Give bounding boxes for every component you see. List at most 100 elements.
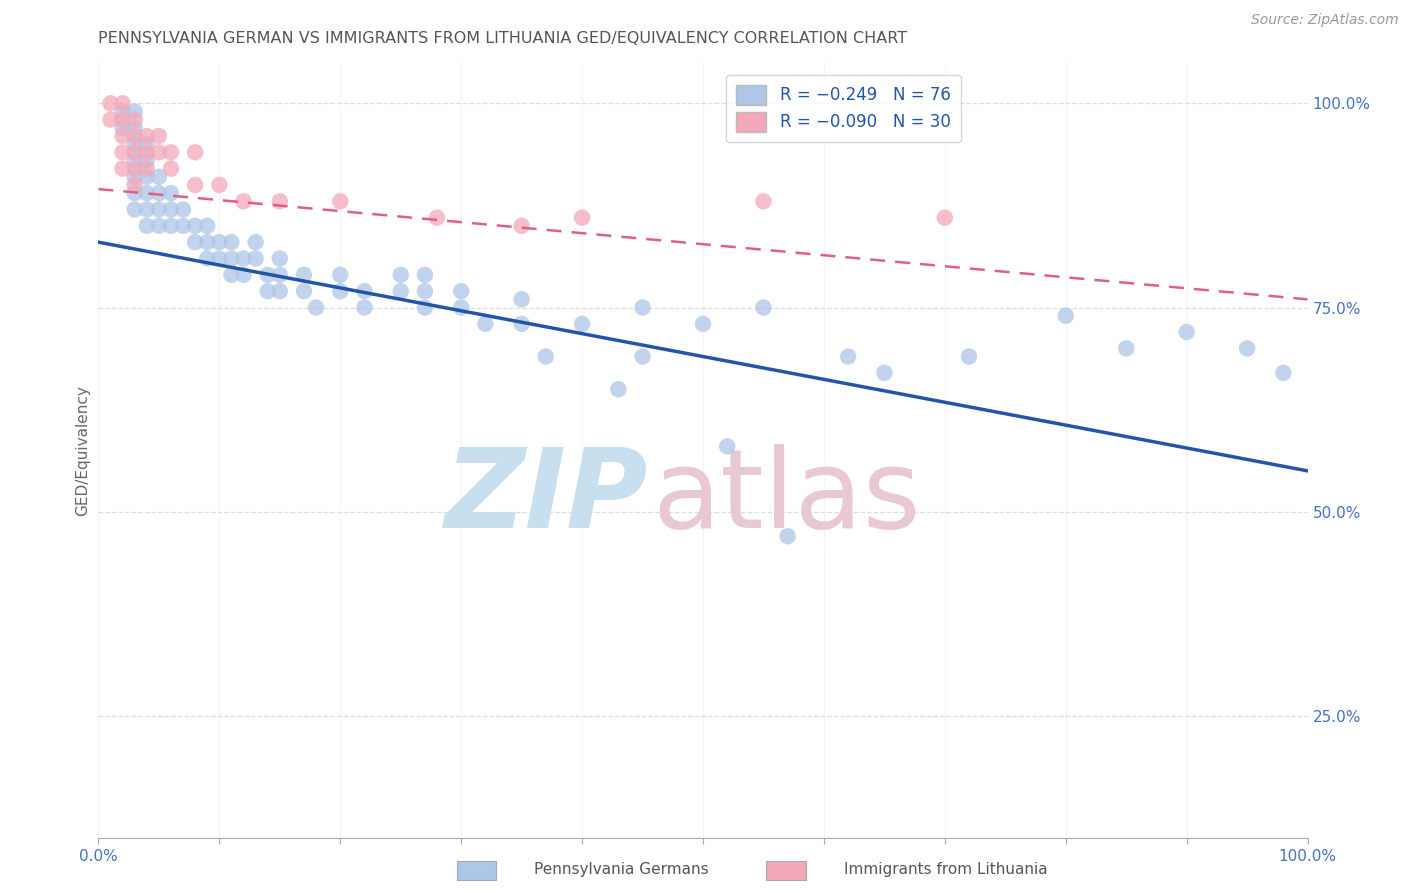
Point [111, 104, 134, 119]
Point [957, 350, 980, 364]
Point [269, 252, 291, 266]
Point [269, 194, 291, 209]
Point [124, 186, 146, 201]
Point [837, 350, 859, 364]
Point [245, 235, 267, 249]
Point [184, 219, 207, 233]
Point [776, 529, 799, 543]
Point [1054, 309, 1077, 323]
Point [305, 301, 328, 315]
Point [534, 350, 557, 364]
Point [292, 284, 315, 298]
Point [135, 202, 157, 217]
Point [450, 284, 472, 298]
Point [100, 112, 122, 127]
Point [124, 120, 146, 135]
Point [195, 235, 218, 249]
Point [232, 194, 254, 209]
Point [450, 301, 472, 315]
Point [111, 112, 134, 127]
Point [124, 104, 146, 119]
Point [221, 268, 243, 282]
Point [148, 128, 170, 143]
Text: Immigrants from Lithuania: Immigrants from Lithuania [844, 863, 1047, 877]
Point [752, 194, 775, 209]
Point [1272, 366, 1295, 380]
Point [571, 211, 593, 225]
Point [329, 268, 352, 282]
Point [752, 301, 775, 315]
Point [208, 178, 231, 192]
Point [631, 301, 654, 315]
Point [571, 317, 593, 331]
Point [111, 120, 134, 135]
Point [111, 96, 134, 111]
Point [716, 439, 738, 453]
Point [353, 301, 375, 315]
Point [124, 145, 146, 160]
Point [607, 382, 630, 396]
Text: atlas: atlas [652, 443, 921, 550]
Point [195, 219, 218, 233]
Point [510, 219, 533, 233]
Point [256, 268, 278, 282]
Point [148, 219, 170, 233]
Point [474, 317, 496, 331]
Point [232, 252, 254, 266]
Point [160, 145, 183, 160]
Point [256, 284, 278, 298]
Point [221, 252, 243, 266]
Point [111, 145, 134, 160]
Point [934, 211, 956, 225]
Point [135, 145, 157, 160]
Point [184, 178, 207, 192]
Point [124, 137, 146, 152]
Point [124, 202, 146, 217]
Point [292, 268, 315, 282]
Point [208, 252, 231, 266]
Point [148, 145, 170, 160]
Point [353, 284, 375, 298]
Point [135, 161, 157, 176]
Point [692, 317, 714, 331]
Text: ZIP: ZIP [446, 443, 648, 550]
Point [172, 219, 194, 233]
Legend: R = −0.249   N = 76, R = −0.090   N = 30: R = −0.249 N = 76, R = −0.090 N = 30 [727, 75, 960, 142]
Point [160, 219, 183, 233]
Point [510, 293, 533, 307]
Point [413, 301, 436, 315]
Text: Pennsylvania Germans: Pennsylvania Germans [534, 863, 709, 877]
Point [124, 153, 146, 168]
Point [184, 145, 207, 160]
Point [135, 153, 157, 168]
Point [221, 235, 243, 249]
Point [413, 268, 436, 282]
Point [135, 137, 157, 152]
Point [208, 235, 231, 249]
Point [148, 169, 170, 184]
Point [100, 96, 122, 111]
Point [148, 202, 170, 217]
Point [124, 128, 146, 143]
Y-axis label: GED/Equivalency: GED/Equivalency [75, 385, 90, 516]
Point [413, 284, 436, 298]
Point [232, 268, 254, 282]
Point [124, 112, 146, 127]
Point [245, 252, 267, 266]
Point [389, 268, 412, 282]
Point [184, 235, 207, 249]
Point [135, 186, 157, 201]
Point [426, 211, 449, 225]
Point [148, 186, 170, 201]
Point [160, 186, 183, 201]
Point [1236, 342, 1258, 356]
Point [631, 350, 654, 364]
Point [510, 317, 533, 331]
Point [124, 161, 146, 176]
Point [269, 284, 291, 298]
Point [269, 268, 291, 282]
Point [124, 178, 146, 192]
Point [1175, 325, 1198, 339]
Point [1115, 342, 1137, 356]
Point [329, 194, 352, 209]
